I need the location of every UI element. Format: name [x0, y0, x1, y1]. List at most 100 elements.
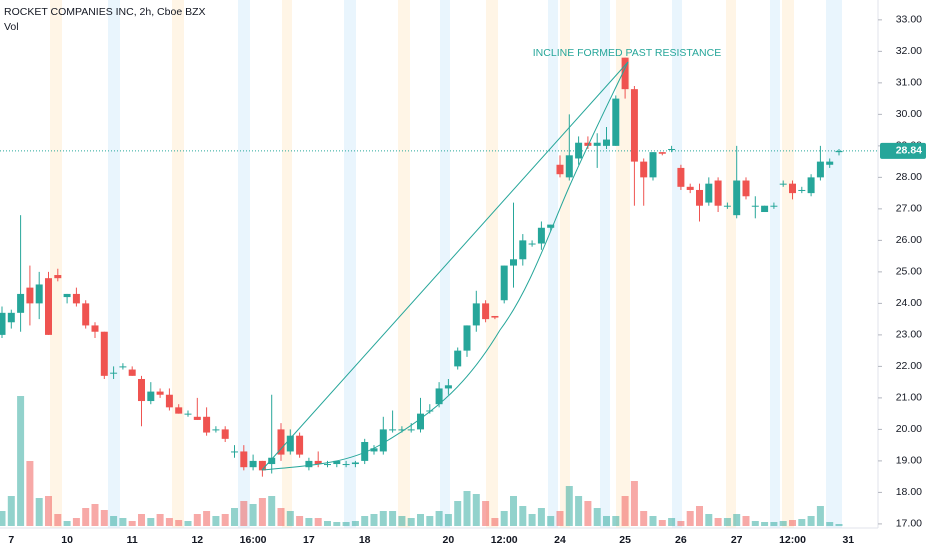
volume-bar	[714, 518, 722, 526]
candle-body	[240, 451, 248, 468]
y-tick-label: 33.00	[896, 14, 922, 26]
x-tick-label: 12	[191, 534, 203, 546]
x-tick-label: 24	[554, 534, 566, 546]
candle-body	[110, 372, 118, 374]
candle-body	[407, 429, 415, 431]
x-tick-label: 27	[731, 534, 743, 546]
y-tick-label: 17.00	[896, 518, 922, 530]
candle-body	[351, 462, 359, 465]
session-stripe	[782, 0, 794, 528]
candle-body	[361, 441, 369, 461]
candle-body	[184, 413, 192, 415]
price-axis	[878, 0, 932, 550]
session-stripe	[344, 0, 356, 528]
volume-bar	[184, 521, 192, 526]
y-tick-label: 19.00	[896, 455, 922, 467]
volume-bar	[751, 521, 759, 526]
volume-bar	[491, 518, 499, 526]
volume-bar	[761, 522, 769, 526]
volume-bar	[72, 518, 80, 526]
x-tick-label: 10	[61, 534, 73, 546]
candle-body	[491, 315, 499, 318]
candle-body	[296, 435, 304, 455]
x-tick-label: 7	[8, 534, 14, 546]
volume-bar	[296, 516, 304, 526]
volume-bar	[696, 506, 703, 526]
volume-bar	[147, 518, 155, 526]
candle-body	[640, 161, 648, 178]
volume-bar	[770, 522, 778, 526]
session-stripe	[560, 0, 570, 528]
candle-body	[630, 89, 638, 162]
volume-bar	[156, 514, 164, 526]
candle-body	[677, 167, 685, 187]
volume-bar	[258, 498, 266, 526]
volume-bar	[26, 461, 34, 526]
volume-bar	[54, 514, 62, 526]
y-tick-label: 27.00	[896, 203, 922, 215]
y-tick-label: 26.00	[896, 234, 922, 246]
volume-bar	[789, 520, 796, 526]
candle-body	[463, 325, 471, 351]
volume-bar	[556, 511, 564, 526]
candle-body	[444, 385, 452, 389]
volume-bar	[472, 494, 480, 526]
volume-bar	[110, 516, 118, 526]
candle-body	[668, 149, 676, 151]
volume-bar	[584, 501, 592, 526]
candle-body	[212, 429, 220, 431]
y-tick-label: 20.00	[896, 423, 922, 435]
candle-body	[333, 460, 341, 465]
y-tick-label: 22.00	[896, 360, 922, 372]
candle-body	[696, 189, 703, 206]
candle-body	[807, 177, 815, 194]
volume-bar	[500, 511, 508, 526]
volume-bar	[175, 520, 183, 526]
x-tick-label: 25	[619, 534, 631, 546]
volume-bar	[537, 508, 545, 526]
volume-bar	[324, 521, 331, 526]
y-tick-label: 23.00	[896, 329, 922, 341]
axes: 17.00 18.00 19.00 20.00 21.00 22.00 23.00 24.00…	[8, 14, 926, 546]
candle-body	[128, 369, 136, 376]
x-tick-label: 26	[675, 534, 687, 546]
volume-bar	[379, 511, 387, 526]
candle-body	[63, 293, 71, 298]
candle-body	[621, 57, 629, 90]
candle-body	[454, 350, 462, 367]
volume-pane	[0, 396, 843, 526]
volume-bar	[333, 522, 341, 526]
volume-bar	[454, 501, 462, 526]
candle-body	[100, 331, 108, 376]
y-tick-label: 30.00	[896, 108, 922, 120]
volume-bar	[82, 508, 90, 526]
candle-body	[314, 460, 322, 465]
session-stripe	[440, 0, 450, 528]
volume-bar	[528, 514, 536, 526]
volume-bar	[0, 511, 6, 526]
candle-body	[500, 265, 508, 301]
volume-bar	[193, 514, 201, 526]
volume-bar	[826, 522, 834, 526]
volume-bar	[100, 510, 108, 526]
volume-bar	[547, 516, 555, 526]
candle-body	[203, 416, 211, 433]
y-tick-label: 25.00	[896, 266, 922, 278]
candle-body	[658, 152, 666, 154]
candle-body	[686, 186, 694, 190]
volume-bar	[7, 496, 15, 526]
chart-title: ROCKET COMPANIES INC, 2h, Cboe BZX	[4, 6, 206, 18]
candle-body	[733, 180, 741, 216]
candle-body	[417, 413, 424, 430]
y-tick-label: 31.00	[896, 77, 922, 89]
y-tick-label: 28.00	[896, 171, 922, 183]
candle-body	[761, 205, 769, 213]
volume-bar	[370, 514, 378, 526]
x-tick-label: 18	[359, 534, 371, 546]
candle-body	[714, 180, 722, 206]
candle-body	[0, 312, 6, 335]
volume-bar	[779, 521, 787, 526]
candle-body	[370, 448, 378, 452]
x-tick-label: 16:00	[240, 534, 267, 546]
